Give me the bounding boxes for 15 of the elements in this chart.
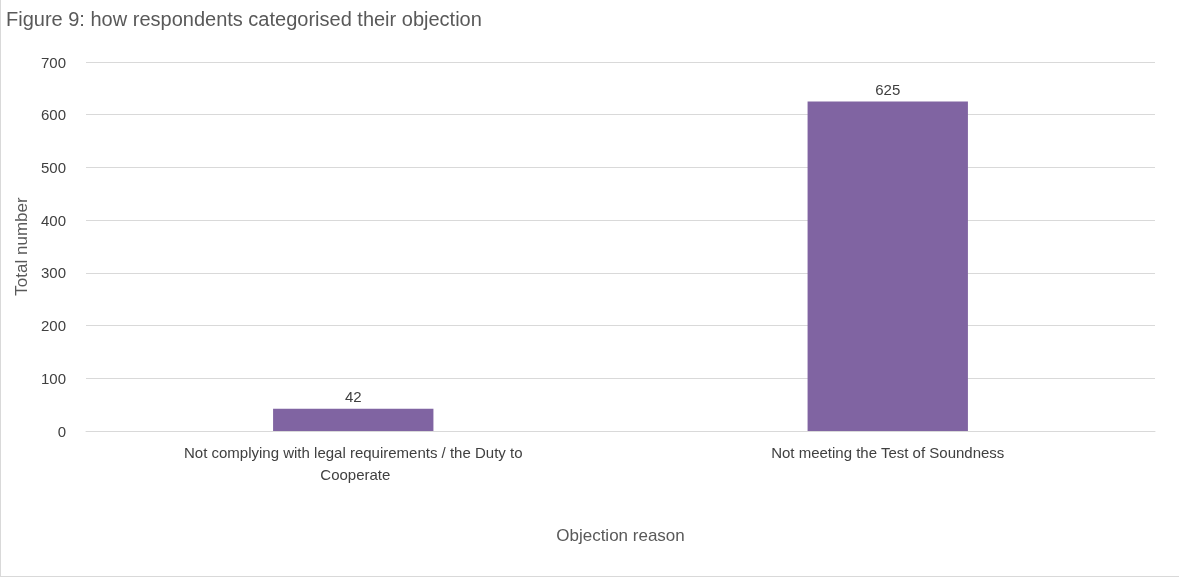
y-tick-label: 600 [40,106,66,124]
y-tick-label: 300 [40,264,66,282]
y-tick-label: 0 [57,422,66,440]
y-tick-label: 400 [40,211,66,229]
y-tick-label: 200 [40,317,66,335]
y-tick-label: 700 [40,53,66,71]
y-axis-title: Total number [12,197,32,296]
y-tick-label: 100 [40,369,66,387]
data-label: 625 [875,80,901,98]
data-label: 42 [344,387,362,405]
y-tick-label: 500 [40,158,66,176]
x-tick-label: Not complying with legal requirements / the Duty to Cooperate [184,443,523,483]
x-tick-label: Not meeting the Test of Soundness [771,443,1005,461]
chart-title: Figure 9: how respondents categorised their objection [6,8,482,30]
x-axis-title: Objection reason [556,526,685,545]
